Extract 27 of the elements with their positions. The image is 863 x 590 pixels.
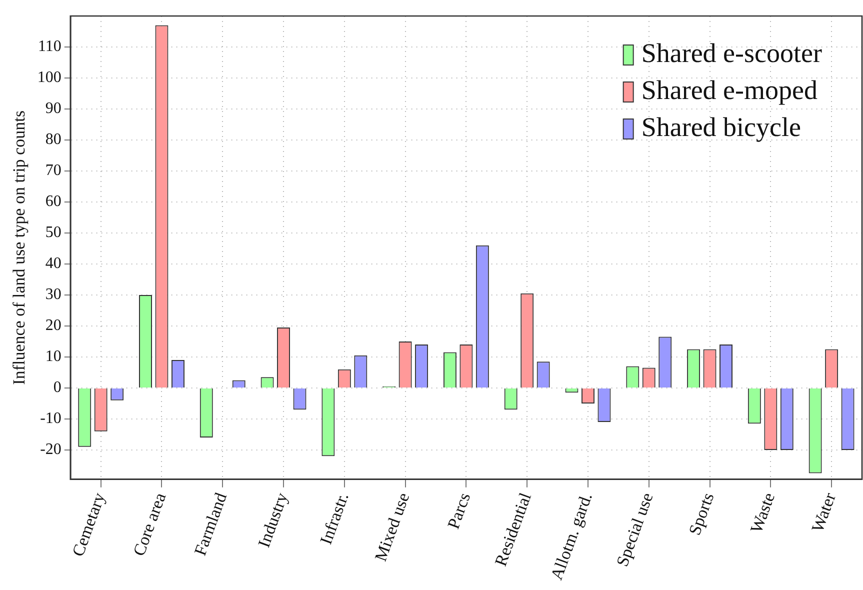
y-tick-label: 0 [53, 379, 62, 396]
y-tick-label: 80 [45, 131, 62, 148]
legend-label: Shared e-moped [641, 75, 818, 106]
x-tick-label: Infrastr. [316, 490, 352, 547]
legend-label: Shared bicycle [641, 112, 802, 142]
x-tick-label: Allotm. gard. [546, 490, 596, 582]
y-tick-label: 50 [45, 224, 62, 242]
y-tick-label: 30 [45, 286, 62, 304]
x-tick-label: Waste [746, 490, 779, 536]
x-tick-label: Core area [129, 490, 170, 558]
y-tick-label: 110 [38, 38, 62, 56]
x-tick-label: Sports [685, 490, 718, 538]
y-tick-label: 100 [37, 69, 62, 86]
y-tick-label: 60 [45, 193, 62, 210]
y-tick-label: -10 [40, 410, 62, 428]
x-tick-label: Special use [612, 490, 657, 570]
x-tick-label: Parcs [444, 490, 474, 532]
y-axis-title: Influence of land use type on trip counts [10, 110, 29, 385]
y-tick-label: 20 [45, 317, 62, 334]
y-tick-label: 40 [45, 255, 62, 272]
x-tick-label: Water [808, 490, 840, 534]
y-tick-label: -20 [40, 441, 62, 458]
y-tick-label: 10 [45, 348, 62, 366]
y-tick-label: 70 [45, 162, 62, 180]
x-tick-label: Mixed use [371, 490, 414, 564]
y-tick-label: 90 [45, 100, 62, 118]
legend-label: Shared e-scooter [641, 38, 822, 68]
